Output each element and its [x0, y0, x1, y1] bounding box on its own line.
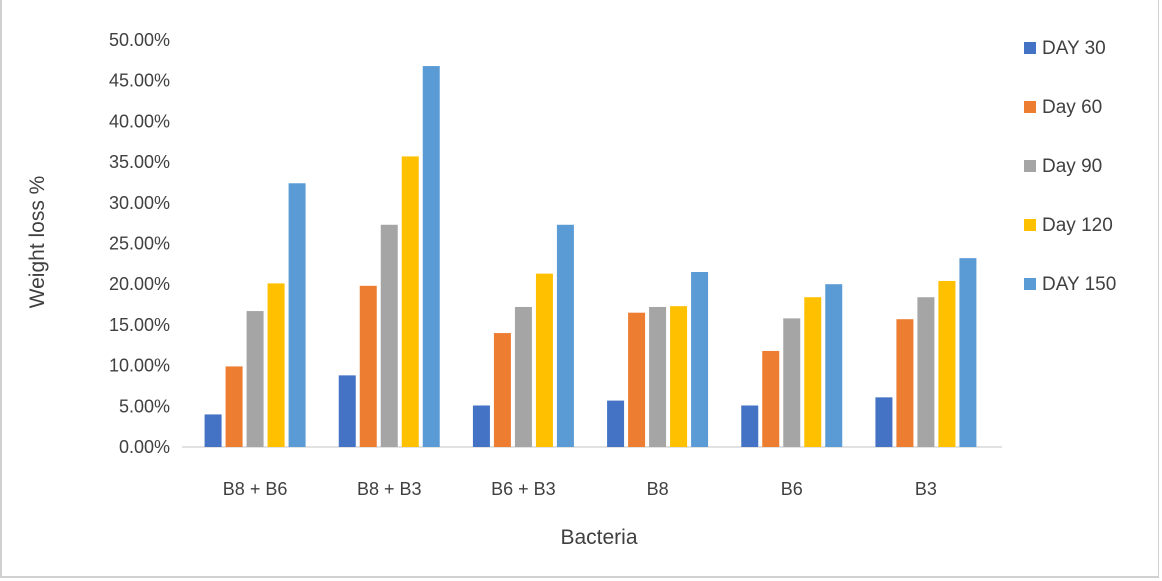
legend-label: Day 60 [1042, 97, 1102, 118]
legend-swatch [1024, 219, 1036, 231]
bar-day-120 [938, 280, 956, 447]
bar-day-60 [493, 333, 511, 447]
y-tick-label: 40.00% [109, 111, 170, 131]
legend-label: DAY 30 [1042, 38, 1106, 59]
x-tick-label: B8 + B3 [357, 479, 422, 499]
bar-day-30 [741, 405, 759, 447]
y-tick-label: 0.00% [119, 437, 170, 457]
bar-day-30 [472, 405, 490, 447]
y-tick-label: 10.00% [109, 356, 170, 376]
bar-day-150 [288, 183, 306, 447]
bar-day-150 [691, 271, 709, 447]
legend-label: DAY 150 [1042, 274, 1116, 295]
bar-day-150 [422, 66, 440, 447]
bars [204, 66, 977, 448]
bar-day-120 [267, 283, 285, 447]
bar-day-60 [896, 319, 914, 447]
bar-day-30 [204, 414, 222, 447]
bar-day-90 [380, 224, 398, 447]
bar-day-30 [607, 400, 625, 447]
y-tick-label: 20.00% [109, 274, 170, 294]
bar-day-30 [338, 375, 356, 447]
x-tick-label: B8 + B6 [223, 479, 288, 499]
y-tick-label: 30.00% [109, 193, 170, 213]
y-tick-label: 15.00% [109, 315, 170, 335]
y-tick-label: 45.00% [109, 71, 170, 91]
x-axis-ticks: B8 + B6 B8 + B3 B6 + B3 B8 B6 B3 [223, 479, 937, 499]
legend-swatch [1024, 101, 1036, 113]
bar-day-120 [535, 273, 553, 447]
legend: DAY 30 Day 60 Day 90 Day 120 DAY 150 [1024, 38, 1116, 295]
y-tick-label: 25.00% [109, 234, 170, 254]
y-tick-label: 50.00% [109, 30, 170, 50]
bar-day-90 [649, 306, 667, 447]
bar-day-150 [825, 284, 843, 447]
bar-day-60 [762, 350, 780, 447]
legend-label: Day 120 [1042, 215, 1113, 236]
bar-day-120 [401, 156, 419, 448]
y-axis-ticks: 0.00% 5.00% 10.00% 15.00% 20.00% 25.00% 30.00%… [109, 30, 170, 457]
x-tick-label: B3 [915, 479, 937, 499]
bar-day-60 [628, 312, 646, 447]
x-tick-label: B8 [647, 479, 669, 499]
y-axis-title: Weight loss % [26, 176, 49, 309]
legend-swatch [1024, 160, 1036, 172]
x-tick-label: B6 [781, 479, 803, 499]
bar-day-120 [670, 306, 688, 447]
y-tick-label: 5.00% [119, 396, 170, 416]
legend-swatch [1024, 278, 1036, 290]
y-tick-label: 35.00% [109, 152, 170, 172]
bar-day-150 [556, 224, 574, 447]
bar-day-90 [514, 306, 532, 447]
bar-day-60 [225, 366, 243, 447]
bar-day-90 [917, 297, 935, 447]
bar-day-90 [246, 311, 264, 447]
bar-day-120 [804, 297, 822, 447]
bar-day-150 [959, 258, 977, 447]
bar-day-60 [359, 285, 377, 447]
legend-swatch [1024, 42, 1036, 54]
bar-day-30 [875, 397, 893, 447]
legend-label: Day 90 [1042, 156, 1102, 177]
x-axis-title: Bacteria [560, 526, 637, 549]
x-tick-label: B6 + B3 [491, 479, 556, 499]
bar-day-90 [783, 318, 801, 447]
